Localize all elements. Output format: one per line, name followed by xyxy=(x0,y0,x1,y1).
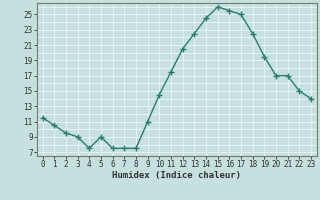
X-axis label: Humidex (Indice chaleur): Humidex (Indice chaleur) xyxy=(112,171,241,180)
